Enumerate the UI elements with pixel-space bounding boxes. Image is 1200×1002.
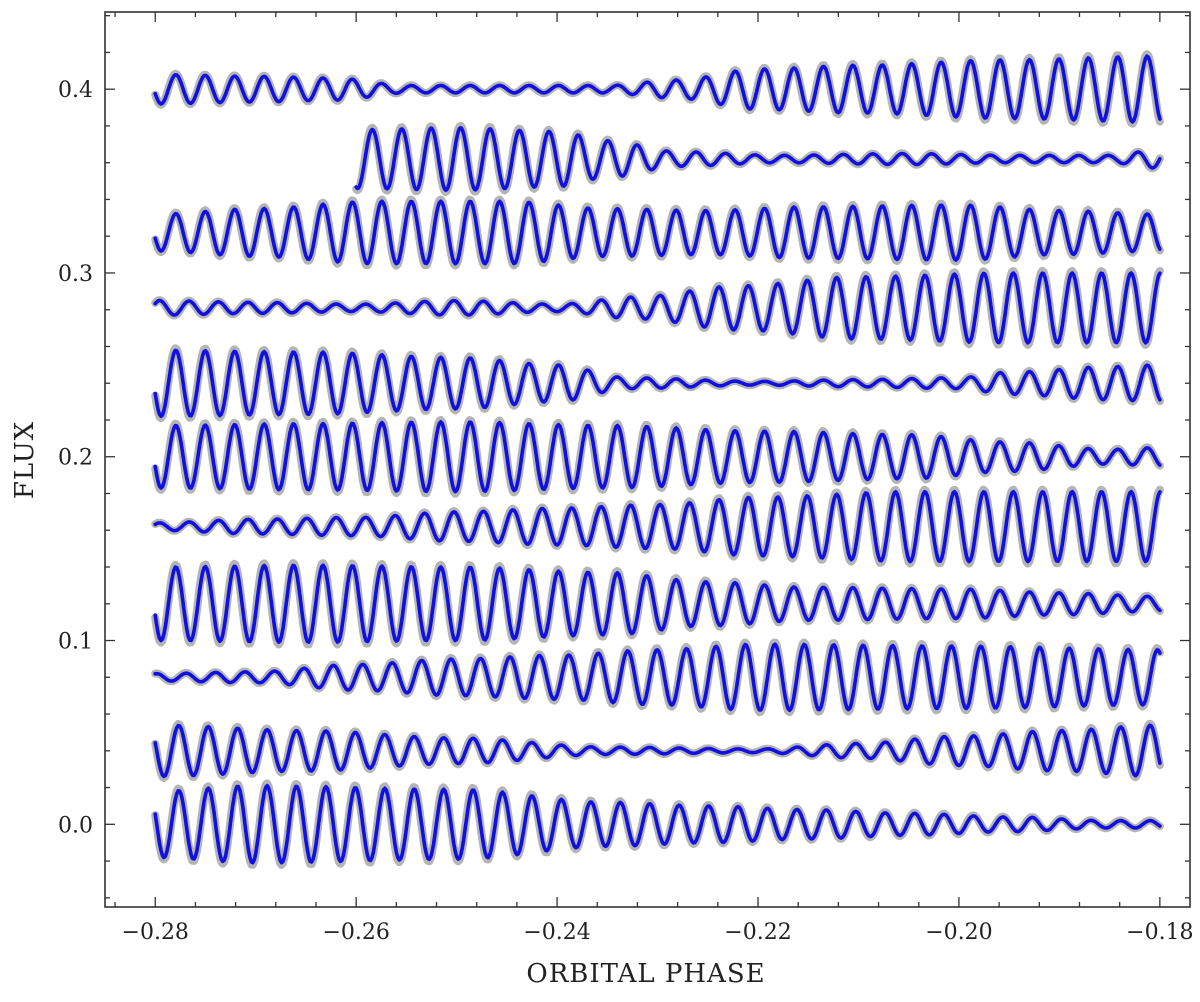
- y-tick-label: 0.2: [58, 446, 93, 471]
- curves-layer: [151, 50, 1164, 869]
- light-curve-1: [153, 783, 1162, 865]
- light-curve-6: [153, 420, 1162, 494]
- y-tick-label: 0.4: [58, 78, 93, 103]
- x-tick-label: −0.18: [1126, 920, 1193, 945]
- light-curve-11: [153, 54, 1162, 124]
- y-axis-title: FLUX: [10, 421, 40, 499]
- x-tick-label: −0.28: [122, 920, 189, 945]
- plot-frame: [104, 11, 1191, 908]
- y-tick-label: 0.1: [58, 630, 93, 655]
- light-curve-2: [153, 723, 1162, 779]
- x-tick-label: −0.20: [925, 920, 992, 945]
- x-tick-label: −0.26: [322, 920, 389, 945]
- model-curve-11: [151, 50, 1164, 128]
- light-curve-7: [153, 348, 1162, 419]
- light-curve-5: [153, 489, 1162, 564]
- y-axis: 0.0 0.1 0.2 0.3 0.4: [58, 15, 1190, 899]
- light-curve-10: [354, 126, 1162, 192]
- light-curve-3: [153, 642, 1162, 712]
- light-curve-4: [153, 563, 1162, 644]
- light-curve-8: [153, 271, 1162, 345]
- x-axis: −0.28 −0.26 −0.24 −0.22 −0.20 −0.18: [114, 12, 1194, 945]
- y-tick-label: 0.0: [58, 813, 93, 838]
- x-axis-title: ORBITAL PHASE: [526, 959, 765, 989]
- light-curve-9: [153, 199, 1162, 266]
- y-tick-label: 0.3: [58, 262, 93, 287]
- x-tick-label: −0.22: [724, 920, 791, 945]
- x-tick-label: −0.24: [523, 920, 590, 945]
